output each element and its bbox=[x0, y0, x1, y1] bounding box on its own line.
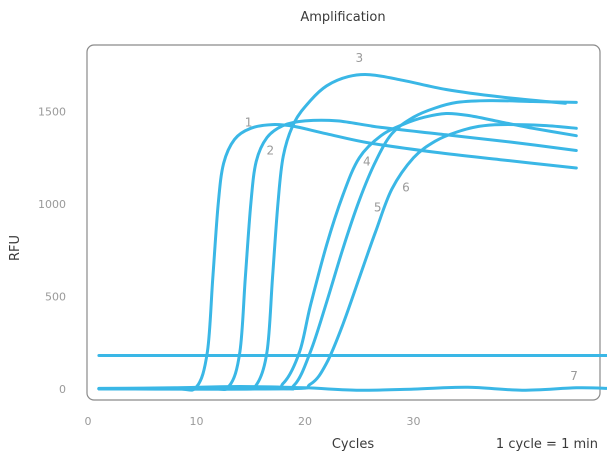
amplification-curve-2 bbox=[97, 118, 578, 391]
chart-title: Amplification bbox=[300, 10, 385, 25]
y-tick-label-1: 500 bbox=[45, 290, 66, 303]
y-tick-label-2: 1000 bbox=[38, 198, 66, 211]
amplification-curve-1 bbox=[97, 123, 578, 392]
amplification-curve-3 bbox=[97, 72, 567, 391]
amplification-curve-7 bbox=[97, 385, 607, 392]
x-tick-label-2: 20 bbox=[298, 415, 312, 428]
curve-label-5: 5 bbox=[374, 201, 382, 215]
x-tick-label-3: 30 bbox=[407, 415, 421, 428]
curve-group bbox=[97, 72, 607, 392]
y-tick-label-0: 0 bbox=[59, 383, 66, 396]
curve-label-4: 4 bbox=[363, 155, 371, 169]
amplification-curve-6 bbox=[97, 123, 578, 391]
amplification-curve-4 bbox=[97, 111, 578, 391]
x-tick-label-0: 0 bbox=[85, 415, 92, 428]
amplification-curve-5 bbox=[97, 99, 578, 391]
curve-label-3: 3 bbox=[355, 51, 363, 65]
y-axis-title: RFU bbox=[8, 235, 23, 261]
curve-label-6: 6 bbox=[402, 180, 410, 194]
cycle-duration-note: 1 cycle = 1 min bbox=[496, 437, 598, 452]
y-tick-label-3: 1500 bbox=[38, 106, 66, 119]
y-axis-ticks: 0 500 1000 1500 bbox=[38, 106, 66, 396]
curve-label-2: 2 bbox=[266, 143, 274, 157]
plot-frame bbox=[86, 44, 601, 401]
curve-label-7: 7 bbox=[570, 369, 578, 383]
x-axis-ticks: 0 10 20 30 bbox=[85, 415, 421, 428]
curve-label-1: 1 bbox=[245, 116, 253, 130]
curve-label-group: 12 3 4 5 6 7 bbox=[245, 51, 578, 383]
x-tick-label-1: 10 bbox=[190, 415, 204, 428]
x-axis-title: Cycles bbox=[332, 437, 375, 452]
